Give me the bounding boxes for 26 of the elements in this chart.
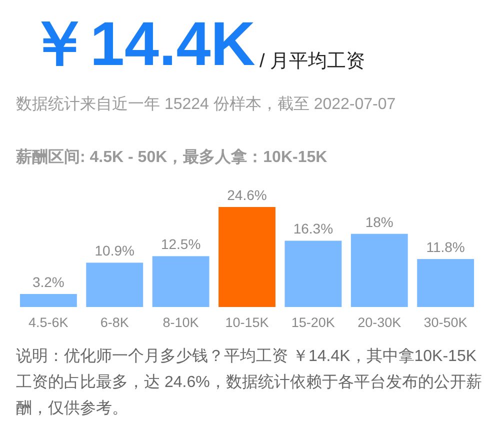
text: 数据统计来自近一年 15224 份样本，截至 2022-07-07 [16, 94, 396, 115]
bar [350, 234, 408, 307]
data-label: 16.3% [293, 220, 334, 237]
chart-title: ￥14.4K [28, 10, 256, 80]
data-label: 11.8% [426, 239, 465, 256]
data-label: 12.5% [160, 236, 201, 252]
text: 薪酬区间: 4.5K - 50K，最多人拿：10K-15K [16, 147, 328, 168]
bar [284, 240, 342, 307]
x-tick-label: 20-30K [358, 315, 402, 330]
bar [86, 262, 144, 307]
bar [218, 207, 276, 307]
data-label: 24.6% [227, 187, 267, 203]
chart-subtitle: / 月平均工资 [259, 50, 366, 74]
text: 说明：优化师一个月多少钱？平均工资 ￥14.4K，其中拿10K-15K 工资的占比最多，达 24.6%，数据统计依赖于各平台发布的公开薪酬，仅供参考。 [16, 346, 483, 419]
x-tick-label: 10-15K [225, 315, 269, 330]
x-tick-label: 6-8K [100, 315, 129, 330]
x-tick-label: 15-20K [291, 315, 335, 330]
bar [417, 259, 474, 307]
bar [152, 256, 210, 307]
data-label: 18% [365, 214, 394, 230]
data-label: 10.9% [94, 242, 134, 259]
x-tick-label: 4.5-6K [28, 315, 68, 330]
data-label: 3.2% [32, 274, 64, 290]
x-tick-label: 30-50K [424, 315, 468, 330]
bar [20, 294, 77, 307]
x-tick-label: 8-10K [162, 315, 199, 330]
